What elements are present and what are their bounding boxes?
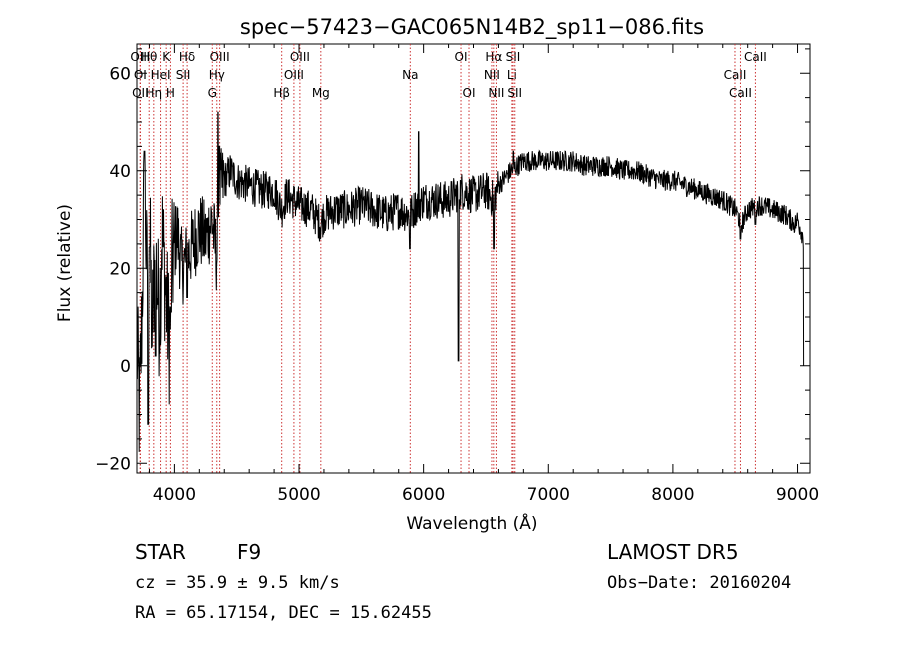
line-marker-label: CaII xyxy=(724,68,747,82)
y-tick-label: 60 xyxy=(109,64,131,84)
line-marker-label: OIII xyxy=(210,50,230,64)
line-marker-label: OIII xyxy=(284,68,304,82)
object-class: STAR xyxy=(135,540,186,564)
y-tick-label: 0 xyxy=(120,357,131,377)
line-marker-label: Hβ xyxy=(273,86,290,100)
x-tick-label: 8000 xyxy=(651,485,694,505)
x-tick-label: 4000 xyxy=(153,485,196,505)
line-marker-label: Hα xyxy=(485,50,502,64)
spectrum-trace xyxy=(136,111,805,452)
y-axis: −20 0 20 40 60 xyxy=(95,48,810,474)
line-marker-label: OI xyxy=(463,86,476,100)
line-marker-label: K xyxy=(162,50,171,64)
object-subclass: F9 xyxy=(237,540,262,564)
spectrum-line xyxy=(136,111,805,452)
line-marker-label: Hη xyxy=(146,86,163,100)
coordinates: RA = 65.17154, DEC = 15.62455 xyxy=(135,603,432,623)
line-marker-label: Mg xyxy=(312,86,330,100)
line-marker-label: OII xyxy=(132,86,149,100)
line-marker-label: OIII xyxy=(290,50,310,64)
x-axis-label: Wavelength (Å) xyxy=(406,512,537,534)
survey-label: LAMOST DR5 xyxy=(607,540,739,564)
line-marker-label: SII xyxy=(176,68,191,82)
line-marker-label: CaII xyxy=(744,50,767,64)
y-tick-label: −20 xyxy=(95,454,131,474)
line-marker-label: Hδ xyxy=(179,50,195,64)
plot-frame xyxy=(136,43,811,474)
line-marker-label: Hθ xyxy=(141,50,157,64)
line-marker-label: OIII xyxy=(130,50,150,64)
redshift-line: cz = 35.9 ± 9.5 km/s xyxy=(135,573,340,593)
line-marker-label: OI xyxy=(455,50,468,64)
line-marker-label: NII xyxy=(488,86,504,100)
x-tick-label: 9000 xyxy=(776,485,819,505)
line-marker-label: CaII xyxy=(729,86,752,100)
y-tick-label: 20 xyxy=(109,259,131,279)
line-marker-label: Li xyxy=(507,68,517,82)
line-marker-label: SII xyxy=(506,50,521,64)
x-tick-label: 5000 xyxy=(277,485,320,505)
y-tick-label: 40 xyxy=(109,162,131,182)
line-marker-label: SII xyxy=(507,86,522,100)
line-marker-label: G xyxy=(208,86,217,100)
line-marker-label: H xyxy=(166,86,175,100)
line-marker-label: HeI xyxy=(151,68,171,82)
line-marker-label: OI xyxy=(134,68,147,82)
y-axis-label: Flux (relative) xyxy=(55,204,75,322)
line-marker-label: Hγ xyxy=(209,68,225,82)
x-tick-label: 6000 xyxy=(402,485,445,505)
obs-date: Obs−Date: 20160204 xyxy=(607,573,792,593)
line-marker-label: NII xyxy=(484,68,500,82)
x-tick-label: 7000 xyxy=(527,485,570,505)
chart-title: spec−57423−GAC065N14B2_sp11−086.fits xyxy=(240,15,704,40)
x-axis: 4000 5000 6000 7000 8000 9000 xyxy=(148,44,819,505)
line-marker-label: Na xyxy=(402,68,418,82)
